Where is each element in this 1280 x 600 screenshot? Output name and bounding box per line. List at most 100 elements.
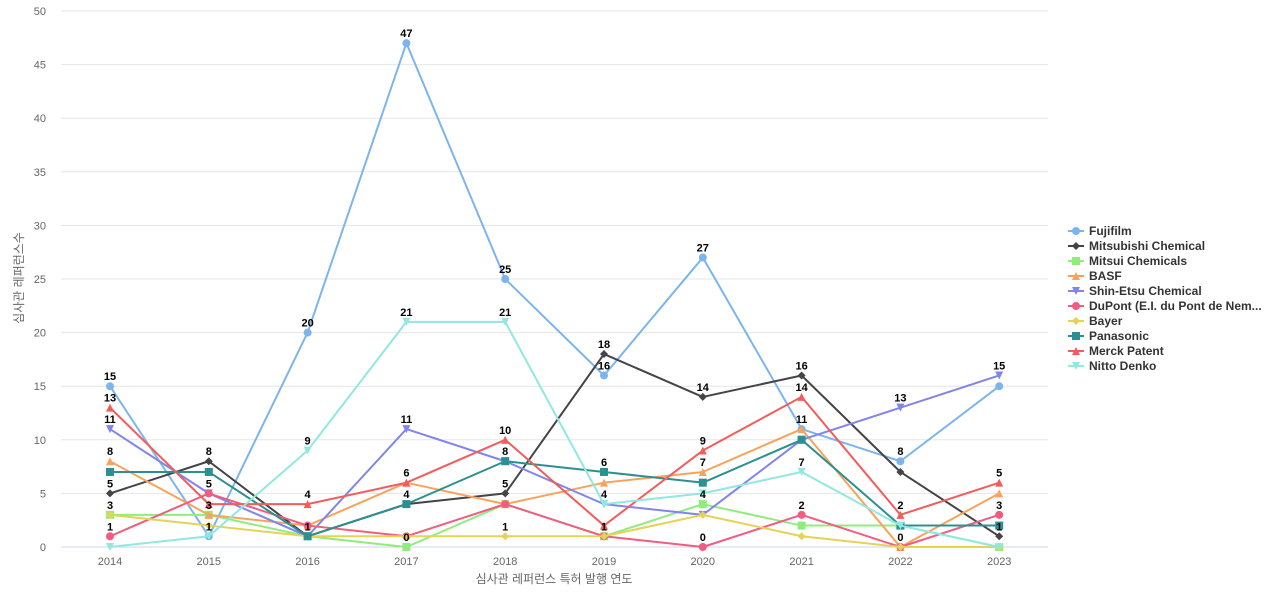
data-label: 3 xyxy=(107,500,113,512)
data-label: 25 xyxy=(499,264,511,276)
series-8 xyxy=(106,392,1004,530)
legend-item[interactable]: Mitsubishi Chemical xyxy=(1068,239,1205,253)
x-tick-label: 2020 xyxy=(691,556,715,568)
data-point xyxy=(303,446,312,455)
x-tick-label: 2021 xyxy=(789,556,813,568)
data-label: 4 xyxy=(700,489,707,501)
data-point xyxy=(600,371,608,380)
legend-label: Panasonic xyxy=(1089,329,1149,343)
data-point xyxy=(402,425,411,434)
legend-item[interactable]: Nitto Denko xyxy=(1068,359,1156,373)
data-label: 0 xyxy=(897,532,903,544)
data-label: 11 xyxy=(796,414,808,426)
legend-item[interactable]: Bayer xyxy=(1068,314,1123,328)
data-point xyxy=(698,253,707,262)
legend-marker-icon xyxy=(1072,272,1080,280)
data-label: 1 xyxy=(996,521,1002,533)
data-point xyxy=(698,467,707,476)
x-axis: 2014 2015 2016 2017 2018 2019 2020 2021 2022 2023 xyxy=(61,546,1048,568)
legend-item[interactable]: Merck Patent xyxy=(1068,344,1164,358)
legend-item[interactable]: Fujifilm xyxy=(1068,224,1132,238)
data-label: 18 xyxy=(598,339,610,351)
series-line xyxy=(109,513,1001,548)
x-tick-label: 2015 xyxy=(197,556,221,568)
x-tick-label: 2018 xyxy=(493,556,517,568)
legend-label: Shin-Etsu Chemical xyxy=(1089,284,1202,298)
data-label: 9 xyxy=(305,436,311,448)
data-label: 4 xyxy=(305,489,312,501)
series-4 xyxy=(106,371,1004,541)
data-point xyxy=(501,500,510,509)
legend-marker-icon xyxy=(1072,317,1080,325)
data-point xyxy=(402,478,411,487)
data-labels: 1513118531853120941472111640252110851181… xyxy=(104,28,1005,544)
data-point xyxy=(501,435,510,444)
data-point xyxy=(106,532,114,541)
data-point xyxy=(501,457,510,466)
legend-marker-icon xyxy=(1072,242,1080,250)
legend-item[interactable]: Mitsui Chemicals xyxy=(1068,254,1187,268)
y-axis-title: 심사관 레퍼런스수 xyxy=(12,232,26,324)
data-point xyxy=(106,543,114,551)
data-point xyxy=(896,403,905,412)
data-point xyxy=(698,446,707,455)
data-label: 14 xyxy=(697,382,710,394)
series-0 xyxy=(106,39,1004,541)
data-label: 1 xyxy=(502,521,508,533)
series-6 xyxy=(106,510,1004,551)
x-axis-title: 심사관 레퍼런스 특허 발행 연도 xyxy=(476,571,633,586)
data-point xyxy=(698,478,707,487)
data-label: 2 xyxy=(897,500,903,512)
data-label: 4 xyxy=(403,489,410,501)
legend-marker-icon xyxy=(1072,362,1080,370)
data-point xyxy=(797,521,806,530)
data-point xyxy=(995,532,1004,541)
data-label: 1 xyxy=(206,521,212,533)
y-tick-label: 0 xyxy=(40,542,46,554)
data-point xyxy=(303,521,312,530)
legend-item[interactable]: Shin-Etsu Chemical xyxy=(1068,284,1202,298)
legend-item[interactable]: DuPont (E.I. du Pont de Nem... xyxy=(1068,299,1262,313)
grid-lines xyxy=(61,10,1048,494)
data-point xyxy=(106,510,114,519)
data-label: 14 xyxy=(795,382,808,394)
data-point xyxy=(106,403,114,412)
x-tick-label: 2016 xyxy=(295,556,319,568)
data-point xyxy=(797,435,806,444)
legend-item[interactable]: BASF xyxy=(1068,269,1122,283)
data-label: 3 xyxy=(996,500,1002,512)
data-point xyxy=(600,467,608,476)
data-point xyxy=(797,467,806,476)
series-line xyxy=(109,374,1001,538)
data-label: 13 xyxy=(104,393,116,405)
data-point xyxy=(995,521,1004,530)
data-point xyxy=(698,392,707,401)
data-point xyxy=(600,350,608,359)
data-label: 11 xyxy=(401,414,413,426)
legend-label: DuPont (E.I. du Pont de Nem... xyxy=(1089,299,1262,313)
series-line xyxy=(109,395,1001,527)
data-point xyxy=(303,532,312,541)
data-label: 27 xyxy=(697,243,709,255)
data-point xyxy=(501,275,510,283)
data-label: 16 xyxy=(795,360,807,372)
series-1 xyxy=(106,350,1004,541)
data-point xyxy=(797,425,806,434)
legend-item[interactable]: Panasonic xyxy=(1068,329,1149,343)
data-point xyxy=(204,510,213,519)
x-tick-label: 2022 xyxy=(888,556,912,568)
data-point xyxy=(896,457,905,466)
data-point xyxy=(698,543,707,551)
data-point xyxy=(896,521,905,530)
data-label: 2 xyxy=(799,500,805,512)
legend-marker-icon xyxy=(1072,347,1080,355)
series-line xyxy=(109,428,1001,548)
data-point xyxy=(402,500,411,509)
series-9 xyxy=(106,317,1004,551)
y-tick-label: 40 xyxy=(34,113,46,125)
data-label: 13 xyxy=(894,393,906,405)
data-label: 7 xyxy=(700,457,706,469)
legend-marker-icon xyxy=(1072,227,1080,235)
